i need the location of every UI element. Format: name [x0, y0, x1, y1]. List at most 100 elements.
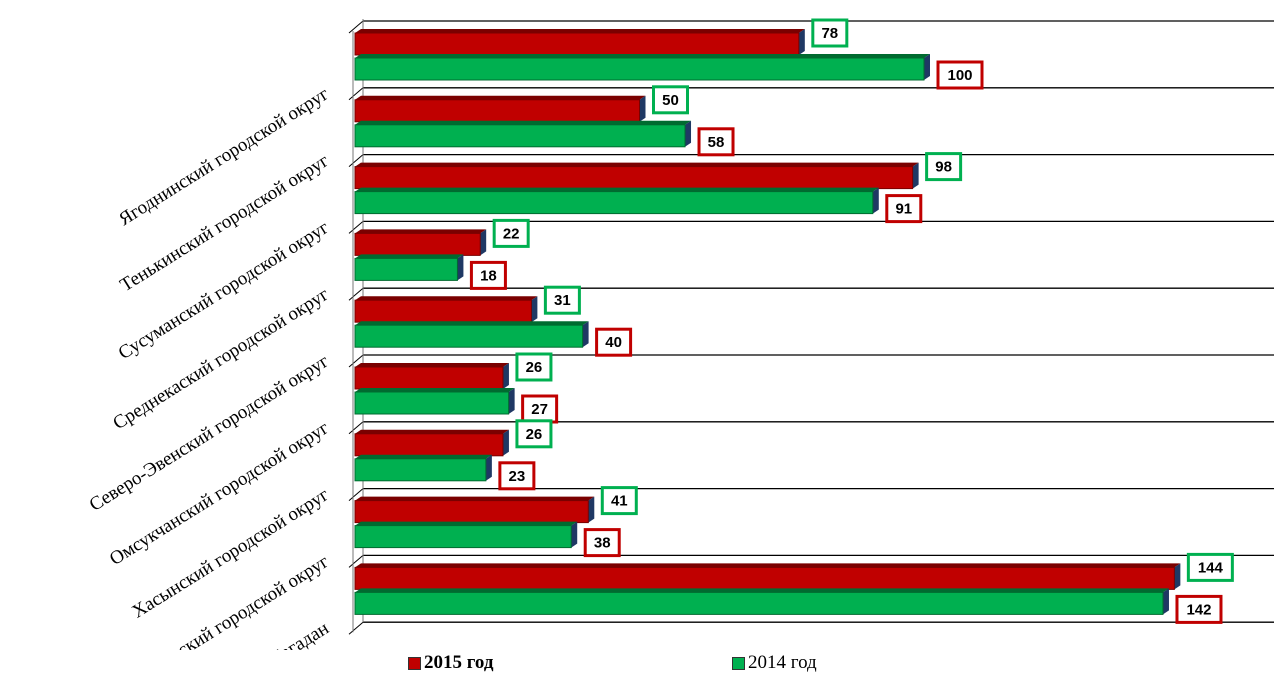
bar-2015-side: [588, 496, 595, 523]
bar-2014: [354, 191, 874, 215]
legend-swatch-2014: [732, 656, 745, 670]
grid-tick: [348, 287, 364, 301]
value-label-2015-box: [652, 85, 689, 115]
legend-item-2015: 2015 год: [408, 652, 493, 674]
bar-2014-side: [872, 187, 879, 214]
value-label-2015-box: [600, 486, 638, 516]
value-label-2014: 18: [480, 267, 497, 284]
bar-2015-top: [355, 229, 487, 234]
bar-2015: [354, 166, 914, 190]
value-labels: 78 100 50 58 98 91 22 18 31 40 26 27 26 23 41 38 144 142: [469, 18, 1234, 624]
bar-2015-top: [355, 563, 1181, 568]
bar-2014-top: [355, 321, 589, 326]
bar-2014: [354, 525, 572, 549]
bar-2014-side: [485, 454, 492, 481]
bar-2014: [354, 591, 1164, 615]
grid-tick: [348, 221, 364, 234]
grid-tick: [348, 555, 364, 568]
value-label-2014-box: [595, 327, 633, 357]
category-label: Сусуманский городской округ: [115, 217, 333, 364]
bar-2014: [354, 458, 487, 482]
bar-2014-top: [355, 187, 879, 192]
legend-label-2014: 2014 год: [748, 652, 817, 673]
value-label-2014: 58: [708, 134, 725, 151]
bar-2015-top: [355, 496, 595, 501]
legend-item-2014: 2014 год: [732, 652, 817, 674]
bar-2014-side: [582, 321, 589, 348]
value-label-2014-box: [469, 260, 507, 290]
bar-2015: [354, 299, 532, 323]
value-label-2014: 40: [605, 334, 622, 351]
value-label-2014: 100: [947, 67, 972, 84]
legend-label-2015: 2015 год: [424, 652, 494, 673]
bar-2014: [354, 257, 458, 281]
bar-2015: [354, 500, 589, 524]
bar-2015-top: [355, 29, 805, 33]
bar-2014-side: [685, 120, 692, 147]
value-label-2015: 22: [503, 225, 520, 242]
category-label: Среднекаский городской округ: [109, 284, 332, 434]
bar-2014-top: [355, 54, 930, 58]
value-label-2015: 41: [611, 493, 628, 510]
value-label-2014: 27: [531, 401, 548, 418]
bar-2014-top: [355, 254, 464, 259]
bar-2014-top: [355, 521, 578, 526]
grid-tick: [348, 87, 364, 101]
bar-2015-top: [355, 95, 646, 100]
value-label-2015: 144: [1198, 559, 1224, 576]
bar-2015-side: [912, 162, 919, 189]
legend-swatch-2015: [408, 656, 421, 670]
bar-2015: [354, 32, 800, 56]
value-label-2015: 50: [662, 92, 679, 109]
bar-2015: [354, 232, 481, 256]
value-label-2015: 78: [821, 25, 838, 42]
bar-2015: [354, 366, 504, 390]
value-label-2014-box: [697, 127, 735, 157]
grid-tick: [348, 354, 364, 368]
grid-tick: [348, 20, 364, 34]
bar-2014-side: [508, 388, 515, 414]
value-label-2015-box: [1186, 552, 1234, 582]
value-label-2015: 26: [526, 359, 543, 376]
grid-tick: [348, 488, 364, 501]
bar-2015-side: [1174, 563, 1181, 590]
value-label-2014: 38: [594, 535, 611, 552]
bar-2015-side: [639, 95, 646, 122]
bar-2015-top: [355, 162, 919, 167]
value-label-2015: 31: [554, 292, 571, 309]
bar-2014-top: [355, 120, 692, 125]
value-label-2014-box: [1175, 594, 1223, 624]
bar-2015-top: [355, 296, 538, 301]
bar-2015-top: [355, 429, 509, 434]
bar-2015-side: [798, 29, 805, 55]
value-label-2015-box: [543, 285, 581, 315]
value-label-2014: 23: [509, 468, 526, 485]
value-label-2014-box: [583, 528, 621, 558]
category-label: Хасынский городской округ: [128, 484, 332, 623]
value-label-2014: 91: [895, 201, 912, 218]
value-label-2015: 26: [526, 426, 543, 443]
bar-2014-side: [1162, 588, 1169, 615]
bar-2015-side: [480, 229, 487, 256]
bar-2014-side: [924, 54, 930, 80]
value-label-2014-box: [936, 60, 984, 90]
bars: [354, 29, 1181, 615]
category-label: г.Магадан: [253, 618, 332, 650]
bar-2015: [354, 99, 640, 123]
bar-2014: [354, 324, 584, 348]
value-label-2014: 142: [1186, 601, 1211, 618]
bar-2014: [354, 57, 925, 81]
grid-tick: [348, 154, 364, 167]
bar-2015: [354, 566, 1175, 590]
value-label-2015-box: [515, 352, 553, 382]
value-label-2015: 98: [935, 159, 952, 176]
category-label: Ягоднинский городской округ: [115, 83, 333, 230]
bar-2015-side: [531, 296, 538, 323]
bar-2014: [354, 391, 510, 415]
grid-tick: [348, 621, 364, 635]
bar-2014: [354, 124, 686, 148]
bar-chart: 781005058989122183140262726234138144142 …: [86, 18, 1274, 650]
bar-2014-side: [457, 254, 464, 281]
value-label-2015-box: [492, 218, 530, 248]
